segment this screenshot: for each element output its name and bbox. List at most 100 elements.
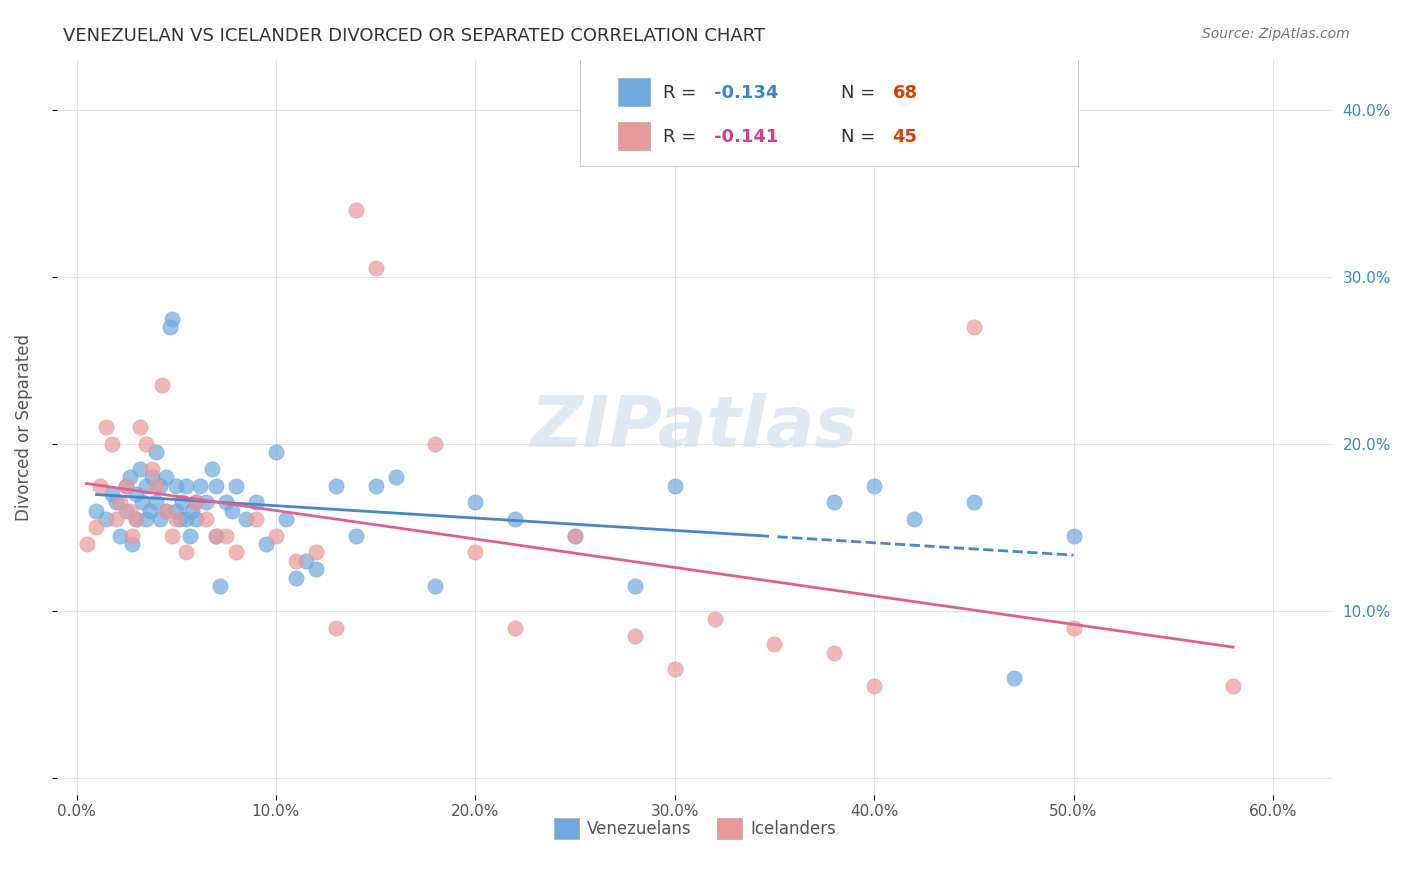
Point (188, 478, 211, 492)
Point (181, 504, 204, 518)
Point (823, 646, 845, 660)
Legend: Venezuelans, Icelanders: Venezuelans, Icelanders (547, 812, 842, 846)
Point (115, 478, 138, 492)
Point (129, 462, 152, 476)
Point (96, 420, 118, 434)
Point (1063, 621, 1085, 635)
Point (145, 445, 167, 459)
Point (101, 487, 124, 501)
Point (624, 579, 647, 593)
Point (235, 512, 257, 526)
Text: R =: R = (662, 84, 702, 102)
Point (384, 470, 406, 484)
Text: VENEZUELAN VS ICELANDER DIVORCED OR SEPARATED CORRELATION CHART: VENEZUELAN VS ICELANDER DIVORCED OR SEPA… (63, 27, 765, 45)
Point (169, 512, 191, 526)
Point (1222, 679, 1244, 693)
Point (179, 529, 201, 543)
Point (125, 512, 148, 526)
Point (425, 579, 447, 593)
Point (209, 579, 232, 593)
Point (225, 545, 247, 559)
Point (863, 679, 886, 693)
Point (364, 478, 387, 492)
Text: Source: ZipAtlas.com: Source: ZipAtlas.com (1202, 27, 1350, 41)
Point (131, 495, 153, 509)
Text: 45: 45 (893, 128, 918, 145)
Point (664, 662, 686, 676)
Point (86, 504, 108, 518)
Point (503, 512, 526, 526)
Point (254, 537, 277, 551)
Point (159, 319, 181, 334)
Point (245, 512, 267, 526)
Text: 68: 68 (893, 84, 918, 102)
Point (215, 495, 238, 509)
Point (903, 512, 925, 526)
Point (205, 529, 228, 543)
Text: -0.134: -0.134 (714, 84, 778, 102)
Point (135, 512, 157, 526)
Point (76, 537, 98, 551)
Point (245, 495, 267, 509)
Point (464, 545, 486, 559)
Point (186, 495, 208, 509)
Point (295, 554, 318, 568)
Point (145, 495, 167, 509)
Point (155, 470, 177, 484)
Point (284, 554, 307, 568)
Point (129, 420, 152, 434)
Point (141, 462, 163, 476)
Point (195, 495, 218, 509)
Point (364, 261, 387, 276)
Point (344, 202, 367, 217)
Text: R =: R = (662, 128, 702, 145)
Point (274, 512, 297, 526)
Point (305, 562, 328, 576)
Point (86, 520, 108, 534)
Point (215, 529, 238, 543)
Point (503, 621, 526, 635)
Point (125, 512, 148, 526)
Point (141, 470, 163, 484)
Point (121, 529, 143, 543)
Point (174, 512, 197, 526)
Point (162, 311, 184, 326)
Point (96, 512, 118, 526)
Text: N =: N = (841, 128, 882, 145)
Text: N =: N = (841, 84, 882, 102)
Point (201, 462, 224, 476)
Point (763, 637, 786, 651)
Point (125, 487, 148, 501)
Point (121, 537, 143, 551)
Point (205, 478, 228, 492)
Point (155, 504, 177, 518)
Point (165, 512, 187, 526)
Point (145, 478, 167, 492)
Point (172, 495, 194, 509)
Point (624, 629, 647, 643)
Point (165, 504, 187, 518)
Point (325, 621, 347, 635)
Point (221, 504, 243, 518)
Text: ZIPatlas: ZIPatlas (531, 392, 859, 462)
Point (89, 478, 111, 492)
Point (425, 437, 447, 451)
Point (823, 495, 845, 509)
Point (225, 478, 247, 492)
Point (110, 529, 132, 543)
Point (149, 478, 172, 492)
Text: -0.141: -0.141 (714, 128, 778, 145)
Point (162, 529, 184, 543)
Point (135, 437, 157, 451)
Point (863, 478, 886, 492)
Point (1002, 671, 1025, 685)
Point (115, 504, 138, 518)
Point (139, 504, 162, 518)
Point (564, 529, 586, 543)
Point (284, 570, 307, 584)
Point (150, 378, 173, 392)
FancyBboxPatch shape (619, 122, 650, 150)
FancyBboxPatch shape (579, 53, 1077, 166)
Point (963, 319, 986, 334)
Point (110, 495, 132, 509)
